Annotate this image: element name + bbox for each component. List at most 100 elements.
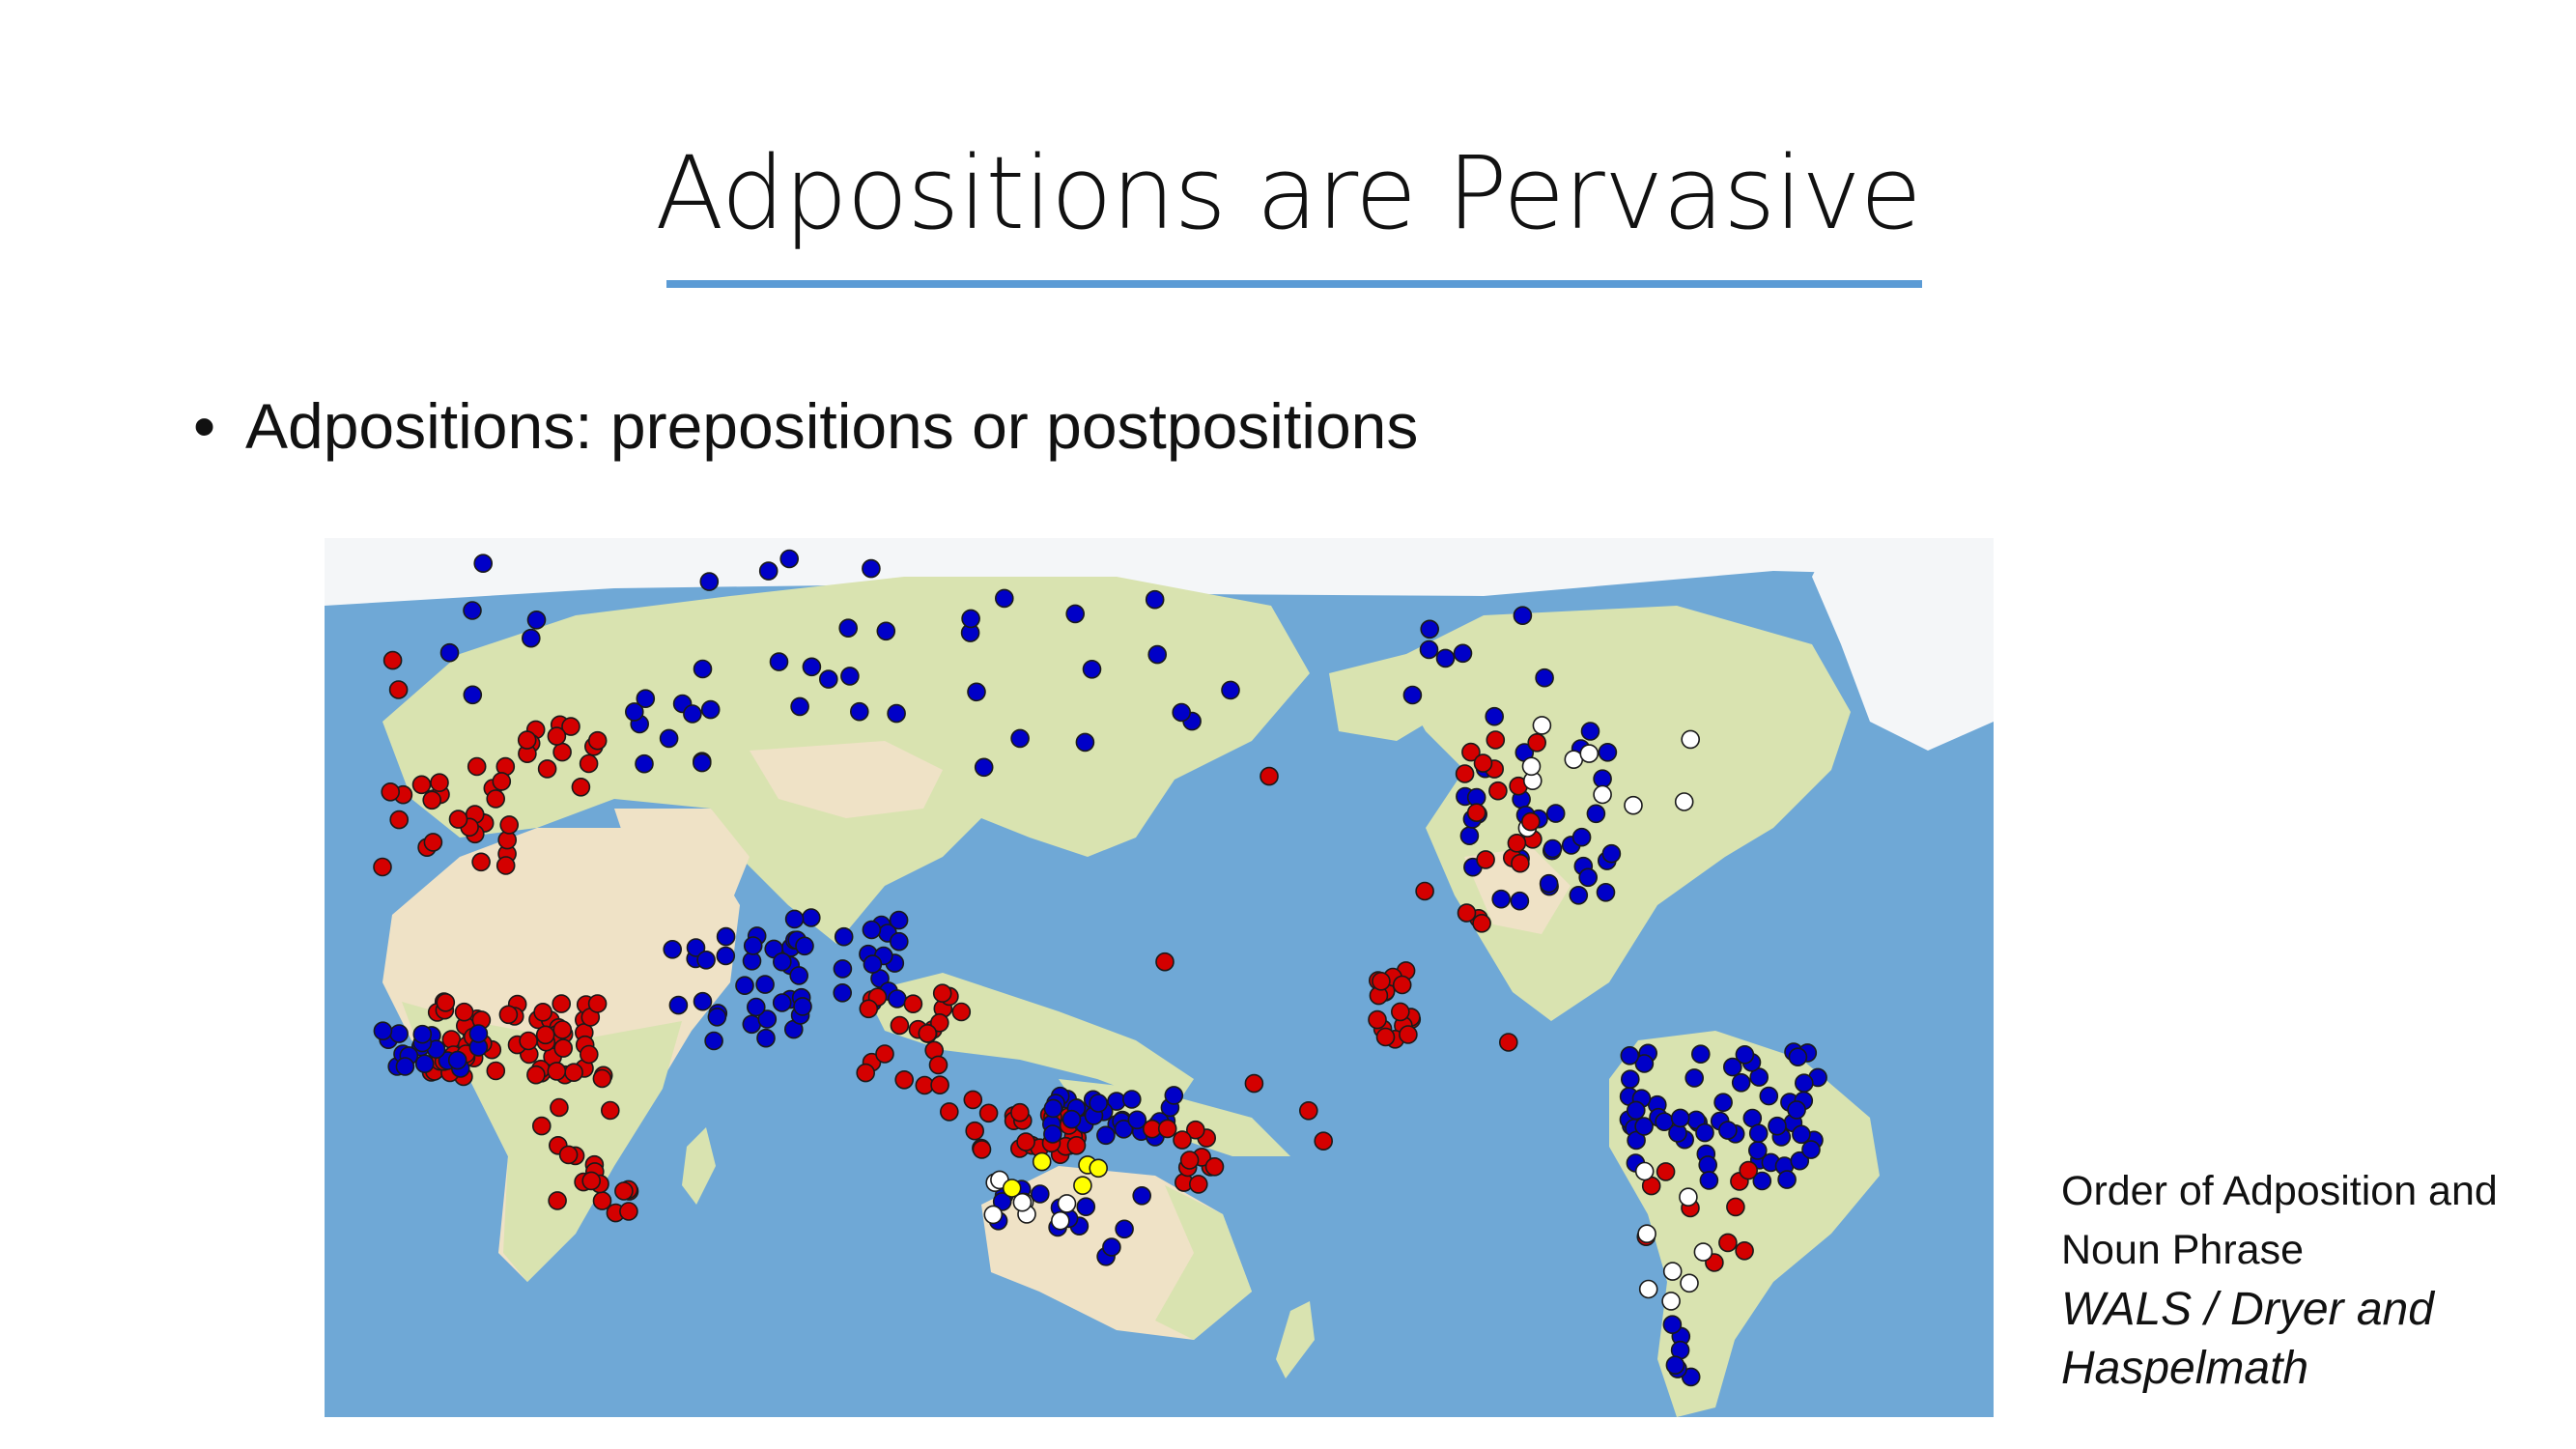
prepositions-point xyxy=(1260,766,1279,786)
middle-east-desert xyxy=(614,809,750,905)
other-point xyxy=(983,1205,1004,1225)
other-point xyxy=(1661,1292,1681,1311)
prepositions-point xyxy=(1735,1240,1754,1261)
postpositions-point xyxy=(1010,728,1030,749)
prepositions-point xyxy=(581,1171,602,1191)
prepositions-point xyxy=(558,1145,579,1165)
prepositions-point xyxy=(499,815,519,835)
prepositions-point xyxy=(1314,1131,1333,1151)
postpositions-point xyxy=(468,1024,489,1043)
postpositions-point xyxy=(473,554,493,574)
postpositions-point xyxy=(699,572,720,591)
prepositions-point xyxy=(1016,1132,1035,1151)
prepositions-point xyxy=(600,1100,620,1121)
prepositions-point xyxy=(859,999,879,1019)
postpositions-point xyxy=(1627,1100,1646,1121)
postpositions-point xyxy=(389,1024,409,1043)
other-point xyxy=(1681,729,1700,750)
other-point xyxy=(1674,792,1694,811)
postpositions-point xyxy=(1121,1090,1142,1109)
new-zealand-landmass xyxy=(1276,1301,1315,1378)
prepositions-point xyxy=(951,1002,972,1022)
greenland-landmass xyxy=(1812,538,1994,751)
postpositions-point xyxy=(1147,644,1168,665)
prepositions-point xyxy=(1476,850,1495,869)
other-point xyxy=(1579,744,1599,763)
postpositions-point xyxy=(1586,804,1606,824)
postpositions-point xyxy=(772,952,792,972)
inpositions-point xyxy=(1089,1158,1109,1179)
prepositions-point xyxy=(561,717,580,736)
postpositions-point xyxy=(439,642,460,663)
postpositions-point xyxy=(779,549,800,569)
postpositions-point xyxy=(716,946,736,966)
postpositions-point xyxy=(1569,885,1589,905)
postpositions-point xyxy=(663,939,683,959)
prepositions-point xyxy=(441,1030,462,1049)
prepositions-point xyxy=(1173,1130,1192,1150)
postpositions-point xyxy=(412,1024,433,1044)
postpositions-point xyxy=(1735,1044,1755,1065)
postpositions-point xyxy=(735,976,754,996)
postpositions-point xyxy=(1768,1116,1787,1136)
prepositions-point xyxy=(552,742,572,762)
postpositions-point xyxy=(1402,685,1423,705)
postpositions-point xyxy=(772,993,792,1012)
postpositions-point xyxy=(862,920,882,940)
prepositions-point xyxy=(381,781,400,802)
postpositions-point xyxy=(1096,1125,1116,1146)
prepositions-point xyxy=(903,994,923,1014)
postpositions-point xyxy=(1132,1185,1152,1206)
prepositions-point xyxy=(548,1191,567,1210)
postpositions-point xyxy=(967,682,986,702)
postpositions-point xyxy=(1535,668,1554,688)
prepositions-point xyxy=(1472,913,1491,933)
postpositions-point xyxy=(818,669,838,689)
postpositions-point xyxy=(624,702,644,722)
postpositions-point xyxy=(692,753,712,773)
slide-title: Adpositions are Pervasive xyxy=(655,134,1921,252)
postpositions-point xyxy=(716,926,736,947)
prepositions-point xyxy=(619,1202,638,1221)
postpositions-point xyxy=(693,659,713,679)
prepositions-point xyxy=(1066,1135,1087,1155)
prepositions-point xyxy=(547,1062,567,1081)
prepositions-point xyxy=(1157,1119,1177,1139)
prepositions-point xyxy=(918,1023,938,1043)
postpositions-point xyxy=(1419,639,1439,660)
other-point xyxy=(1012,1192,1033,1212)
caption-citation-line-1: WALS / Dryer and xyxy=(2061,1284,2434,1335)
postpositions-point xyxy=(1748,1123,1769,1144)
postpositions-point xyxy=(840,667,860,686)
central-asia-desert xyxy=(750,741,943,818)
prepositions-point xyxy=(1375,1027,1396,1047)
postpositions-point xyxy=(373,1021,393,1041)
prepositions-point xyxy=(1155,952,1175,972)
postpositions-point xyxy=(1759,1086,1779,1106)
postpositions-point xyxy=(1062,1109,1082,1129)
language-points xyxy=(373,549,1827,1387)
postpositions-point xyxy=(833,982,853,1003)
postpositions-point xyxy=(1634,1117,1654,1136)
bullet-text: Adpositions: prepositions or postpositio… xyxy=(245,390,1419,462)
postpositions-point xyxy=(876,621,896,641)
postpositions-point xyxy=(1578,867,1598,888)
postpositions-point xyxy=(1596,882,1616,902)
postpositions-point xyxy=(1634,1054,1655,1073)
prepositions-point xyxy=(550,1097,569,1118)
postpositions-point xyxy=(1699,1171,1719,1190)
prepositions-point xyxy=(592,1068,612,1089)
prepositions-point xyxy=(965,1121,985,1141)
alaska-landmass xyxy=(1329,654,1445,741)
madagascar-landmass xyxy=(682,1127,716,1205)
ice-arctic xyxy=(325,538,1994,606)
prepositions-point xyxy=(492,772,512,791)
postpositions-point xyxy=(1115,1219,1134,1239)
prepositions-point xyxy=(1656,1162,1676,1181)
prepositions-point xyxy=(519,1031,538,1051)
postpositions-point xyxy=(756,1028,776,1048)
postpositions-point xyxy=(1075,732,1095,753)
postpositions-point xyxy=(1601,843,1622,864)
postpositions-point xyxy=(1172,702,1192,723)
postpositions-point xyxy=(635,753,654,774)
